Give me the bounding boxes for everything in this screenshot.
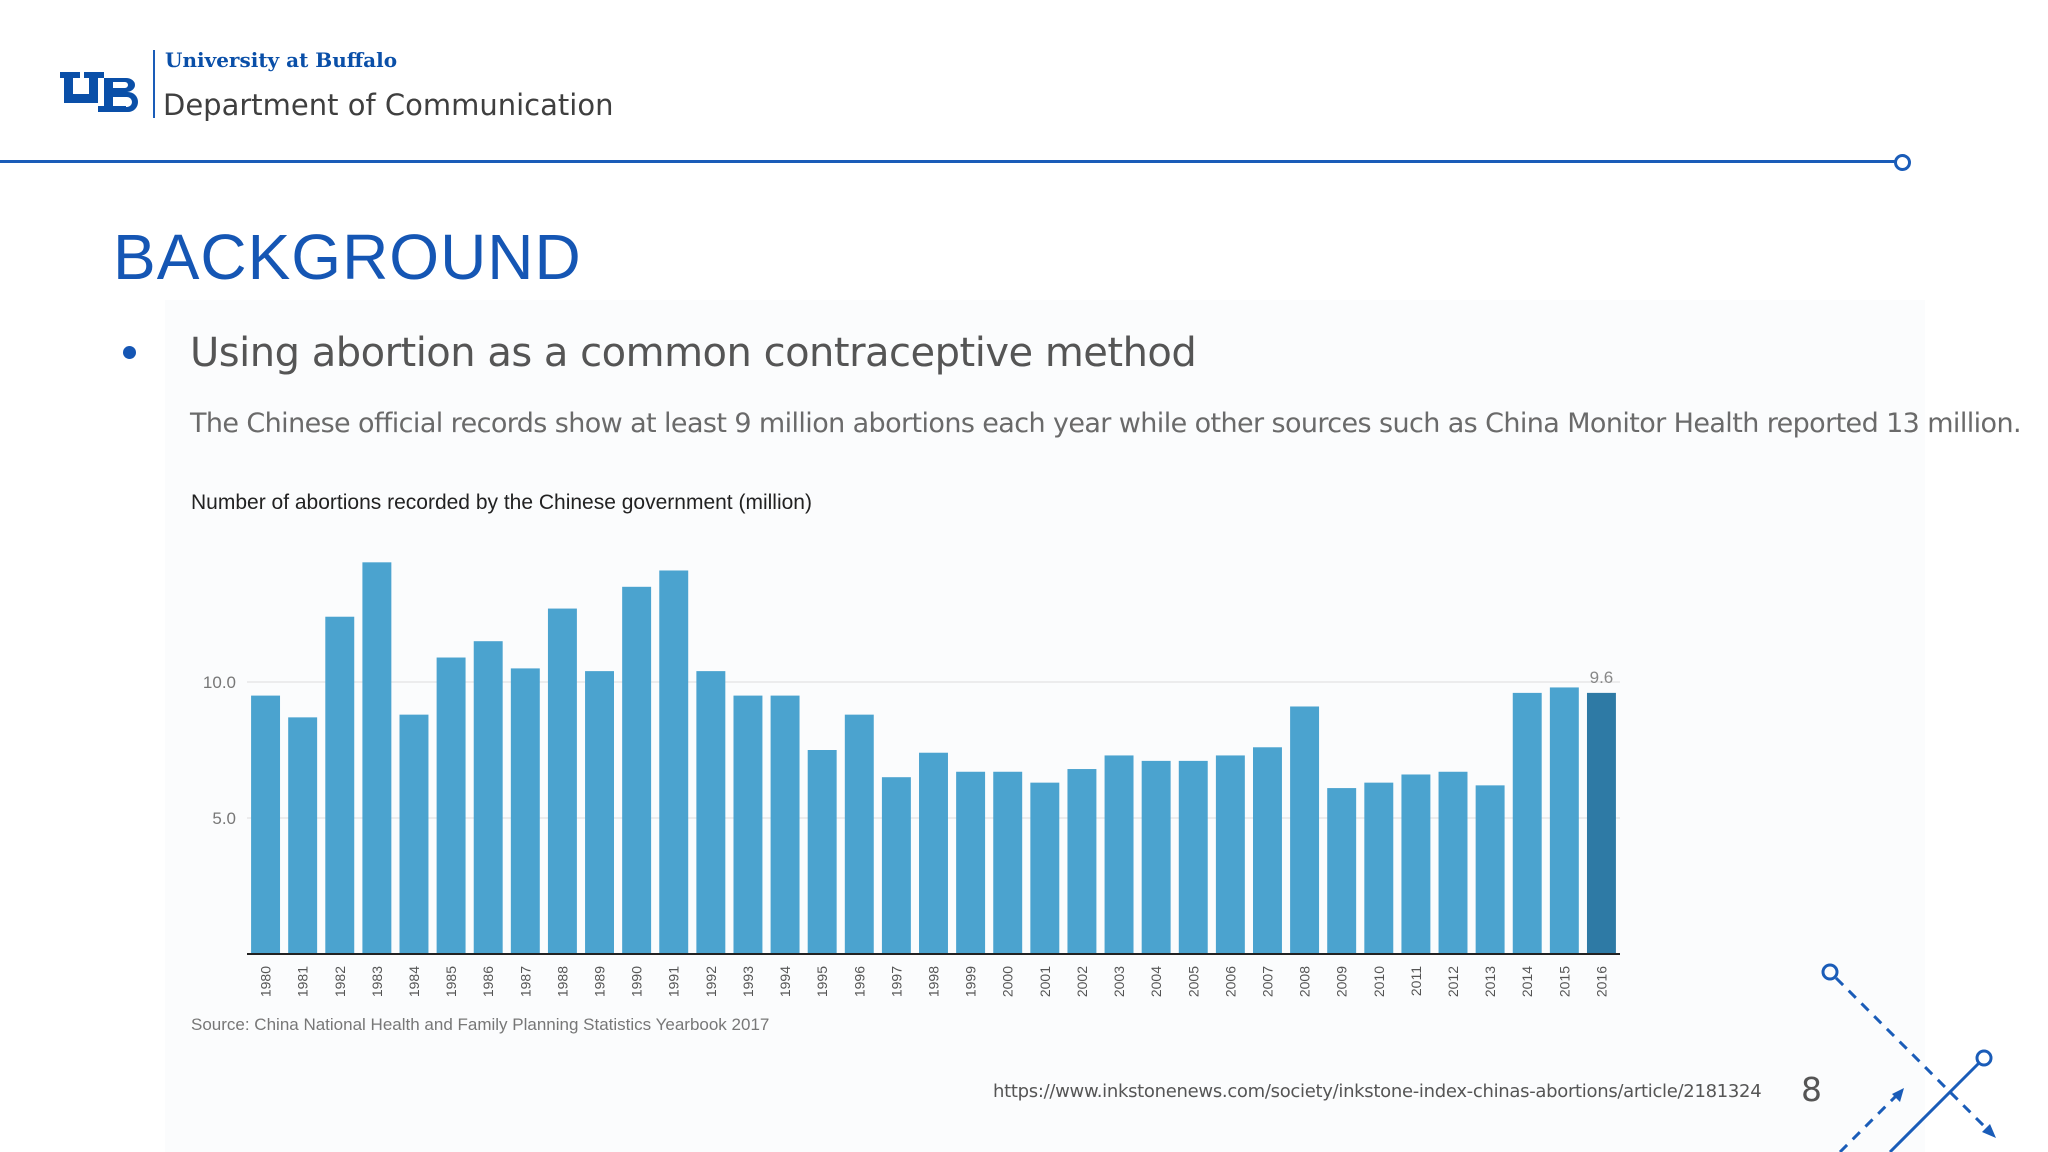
x-tick-label: 1980 (258, 966, 274, 997)
data-label: 9.6 (1590, 668, 1614, 687)
bar-1984 (399, 714, 429, 954)
x-tick-label: 2002 (1074, 966, 1090, 997)
bar-1987 (510, 668, 540, 954)
bar-2001 (1030, 782, 1060, 954)
bar-1985 (436, 657, 466, 954)
bar-1999 (956, 771, 986, 954)
bar-1989 (585, 671, 614, 954)
bar-2005 (1178, 760, 1208, 954)
bar-2002 (1067, 769, 1097, 954)
x-tick-label: 2015 (1556, 966, 1572, 997)
x-tick-label: 2005 (1185, 966, 1201, 997)
body-text: The Chinese official records show at lea… (190, 408, 2022, 439)
x-tick-label: 2012 (1445, 966, 1461, 997)
x-tick-label: 2001 (1037, 966, 1053, 997)
bar-2003 (1104, 755, 1134, 954)
bar-1983 (362, 562, 392, 954)
bar-1996 (844, 714, 874, 954)
x-tick-label: 2003 (1111, 966, 1127, 997)
x-tick-label: 1995 (814, 966, 830, 997)
y-tick-label: 10.0 (203, 673, 236, 692)
bar-2008 (1290, 706, 1320, 954)
bar-1991 (659, 570, 689, 954)
bar-2011 (1401, 774, 1431, 954)
page-number: 8 (1801, 1070, 1822, 1109)
bar-2016 (1586, 692, 1616, 954)
x-tick-label: 2000 (1000, 966, 1016, 997)
x-tick-label: 2011 (1408, 966, 1424, 996)
x-tick-label: 1985 (443, 966, 459, 997)
x-tick-label: 1996 (851, 966, 867, 997)
x-tick-label: 1987 (517, 966, 533, 997)
x-tick-label: 2010 (1371, 966, 1387, 997)
bar-1995 (807, 750, 837, 954)
bar-1997 (881, 777, 911, 954)
department-name: Department of Communication (163, 88, 614, 122)
bar-2004 (1141, 760, 1171, 954)
ub-logo-icon (60, 72, 138, 112)
bar-2012 (1438, 771, 1468, 954)
decorative-arrows-icon (1821, 963, 1996, 1152)
x-tick-label: 1981 (295, 966, 311, 997)
bar-2009 (1327, 788, 1357, 954)
chart-source: Source: China National Health and Family… (191, 1015, 770, 1034)
x-tick-label: 1984 (406, 966, 422, 997)
rule-end-circle-icon (1894, 154, 1911, 171)
x-tick-label: 1999 (963, 966, 979, 997)
x-tick-label: 1990 (629, 966, 645, 997)
x-tick-label: 1982 (332, 966, 348, 997)
bar-1982 (325, 616, 355, 954)
bar-1992 (696, 671, 726, 954)
bar-2007 (1253, 747, 1282, 954)
x-tick-label: 1992 (703, 966, 719, 997)
bar-2015 (1549, 687, 1579, 954)
x-tick-label: 2014 (1519, 966, 1535, 997)
bar-1986 (473, 641, 503, 954)
header-rule (0, 160, 1904, 163)
x-tick-label: 1993 (740, 966, 756, 997)
x-tick-label: 2009 (1334, 966, 1350, 997)
x-tick-label: 2016 (1593, 966, 1609, 997)
bullet-heading: Using abortion as a common contraceptive… (190, 330, 1197, 376)
bar-1980 (251, 695, 281, 954)
bar-2013 (1475, 785, 1505, 954)
bullet-icon (123, 346, 136, 359)
x-tick-label: 2006 (1222, 966, 1238, 997)
bar-1993 (733, 695, 763, 954)
x-tick-label: 1994 (777, 966, 793, 997)
bar-1981 (288, 717, 318, 954)
chart-title: Number of abortions recorded by the Chin… (191, 491, 812, 514)
x-tick-label: 2013 (1482, 966, 1498, 997)
x-tick-label: 1983 (369, 966, 385, 997)
source-url[interactable]: https://www.inkstonenews.com/society/ink… (993, 1081, 1762, 1102)
bar-1994 (770, 695, 800, 954)
x-tick-label: 2008 (1297, 966, 1313, 997)
y-tick-label: 5.0 (212, 809, 236, 828)
bar-1998 (919, 752, 948, 954)
bar-2006 (1215, 755, 1245, 954)
x-tick-label: 1988 (554, 966, 570, 997)
x-tick-label: 1998 (926, 966, 942, 997)
x-tick-label: 2007 (1259, 966, 1275, 997)
bar-2010 (1364, 782, 1394, 954)
x-tick-label: 2004 (1148, 966, 1164, 997)
logo-divider (153, 50, 155, 118)
bar-1988 (547, 608, 577, 954)
x-tick-label: 1991 (666, 966, 682, 997)
x-tick-label: 1997 (888, 966, 904, 997)
bar-2014 (1512, 692, 1542, 954)
x-tick-label: 1986 (480, 966, 496, 997)
slide-title: BACKGROUND (113, 221, 582, 293)
x-tick-label: 1989 (592, 966, 608, 997)
bar-1990 (622, 586, 652, 954)
university-name: University at Buffalo (165, 48, 398, 72)
bar-2000 (993, 771, 1023, 954)
